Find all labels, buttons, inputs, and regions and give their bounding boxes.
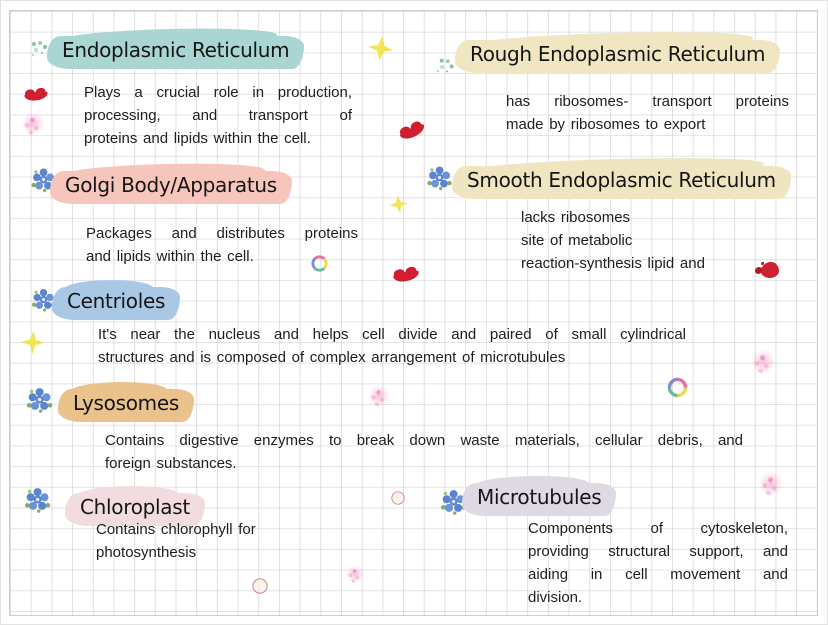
highlighted-title: Chloroplast [65, 492, 205, 526]
note-line: photosynthesis [96, 544, 197, 561]
note-line: foreign substances. [105, 455, 237, 472]
flower-icon [26, 488, 49, 511]
blossom-icon [20, 112, 46, 138]
note-line: processing, and transport of [84, 107, 352, 124]
section-body-lysosomes: Contains digestive enzymes to break down… [105, 429, 743, 475]
ring-icon [311, 255, 328, 272]
note-line: providing structural support, and [528, 543, 788, 560]
section-body-chloroplast: Contains chlorophyll for photosynthesis [96, 518, 311, 564]
section-body-smooth-er: lacks ribosomes site of metabolic reacti… [521, 206, 791, 275]
section-title-rough-er: Rough Endoplasmic Reticulum [454, 39, 781, 73]
flower-icon [28, 388, 51, 411]
note-line: proteins and lipids within the cell. [84, 130, 311, 147]
bubble-icon [391, 491, 405, 505]
flower-icon [428, 166, 450, 188]
note-line: lacks ribosomes [521, 209, 631, 226]
note-line: reaction-synthesis lipid and [521, 255, 705, 272]
highlighted-title: Lysosomes [58, 388, 194, 422]
blossom-icon [367, 385, 391, 409]
blossom-icon [757, 471, 785, 499]
section-title-centrioles: Centrioles [51, 286, 181, 320]
section-body-centrioles: It's near the nucleus and helps cell div… [98, 323, 686, 369]
flower-icon [442, 490, 465, 513]
highlighted-title: Centrioles [51, 286, 181, 320]
section-body-endoplasmic-reticulum: Plays a crucial role in production, proc… [84, 81, 352, 150]
flower-icon [32, 168, 54, 190]
highlighted-title: Smooth Endoplasmic Reticulum [452, 165, 791, 199]
highlighted-title: Golgi Body/Apparatus [50, 170, 292, 204]
section-title-endoplasmic-reticulum: Endoplasmic Reticulum [46, 35, 305, 69]
section-body-golgi-body: Packages and distributes proteins and li… [86, 222, 358, 268]
section-title-chloroplast: Chloroplast [65, 492, 205, 526]
highlighted-title: Microtubules [461, 482, 617, 516]
blossom-icon [345, 565, 365, 585]
section-title-lysosomes: Lysosomes [58, 388, 194, 422]
note-line: aiding in cell movement and [528, 566, 788, 583]
sprig-icon [31, 41, 49, 59]
section-title-smooth-er: Smooth Endoplasmic Reticulum [452, 165, 791, 199]
section-body-rough-er: has ribosomes- transport proteins made b… [506, 90, 789, 136]
note-line: It's near the nucleus and helps cell div… [98, 326, 686, 343]
note-line: Components of cytoskeleton, [528, 520, 788, 537]
note-line: Plays a crucial role in production, [84, 84, 352, 101]
highlighted-title: Endoplasmic Reticulum [46, 35, 305, 69]
note-line: Contains chlorophyll for [96, 521, 256, 538]
note-line: Packages and distributes proteins [86, 225, 358, 242]
section-title-microtubules: Microtubules [461, 482, 617, 516]
note-line: made by ribosomes to export [506, 116, 706, 133]
note-line: Contains digestive enzymes to break down… [105, 432, 743, 449]
berry-icon [755, 259, 781, 281]
note-line: has ribosomes- transport proteins [506, 93, 789, 110]
highlighted-title: Rough Endoplasmic Reticulum [454, 39, 781, 73]
flower-icon [33, 289, 54, 310]
note-line: division. [528, 589, 583, 606]
bubble-icon [252, 578, 268, 594]
note-line: site of metabolic [521, 232, 633, 249]
blossom-icon [749, 349, 777, 377]
note-line: structures and is composed of complex ar… [98, 349, 566, 366]
section-title-golgi-body: Golgi Body/Apparatus [50, 170, 292, 204]
note-line: and lipids within the cell. [86, 248, 254, 265]
section-body-microtubules: Components of cytoskeleton, providing st… [528, 517, 788, 609]
